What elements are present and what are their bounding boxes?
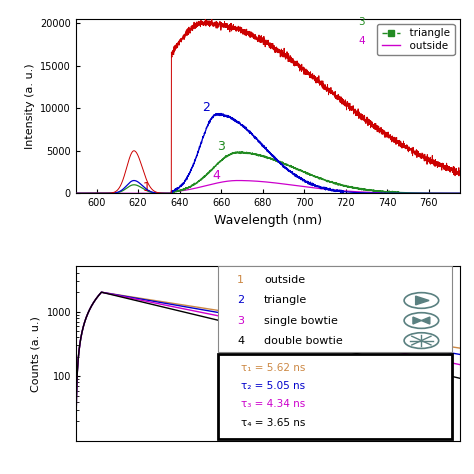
Text: 3: 3 [358,17,365,27]
Text: 2: 2 [237,295,244,305]
Text: τ₁ = 5.62 ns: τ₁ = 5.62 ns [241,363,305,373]
Text: 4: 4 [358,36,365,46]
Text: triangle: triangle [264,295,307,305]
Text: 3: 3 [217,140,225,153]
Text: 2: 2 [202,101,210,114]
Text: τ₄ = 3.65 ns: τ₄ = 3.65 ns [241,418,305,428]
Text: τ₂ = 5.05 ns: τ₂ = 5.05 ns [241,381,305,391]
Legend:   triangle,   outside: triangle, outside [377,24,455,55]
Text: 2: 2 [348,410,355,421]
Text: 3: 3 [237,316,244,326]
Text: 4: 4 [213,169,221,182]
Text: outside: outside [264,275,305,285]
Y-axis label: Counts (a. u.): Counts (a. u.) [31,316,41,392]
Text: 1: 1 [370,385,377,395]
Polygon shape [413,317,421,324]
Text: 1: 1 [142,181,150,194]
X-axis label: Wavelength (nm): Wavelength (nm) [214,214,322,227]
Y-axis label: Intensity (a. u.): Intensity (a. u.) [25,64,35,149]
Text: double bowtie: double bowtie [264,336,343,346]
Text: 4: 4 [284,428,291,438]
Text: 3: 3 [322,428,329,438]
Polygon shape [421,317,430,324]
Polygon shape [416,296,429,305]
FancyBboxPatch shape [218,266,452,352]
Text: τ₃ = 4.34 ns: τ₃ = 4.34 ns [241,399,305,409]
Text: 4: 4 [237,336,244,346]
Text: 1: 1 [237,275,244,285]
Text: single bowtie: single bowtie [264,316,338,326]
FancyBboxPatch shape [218,354,452,439]
